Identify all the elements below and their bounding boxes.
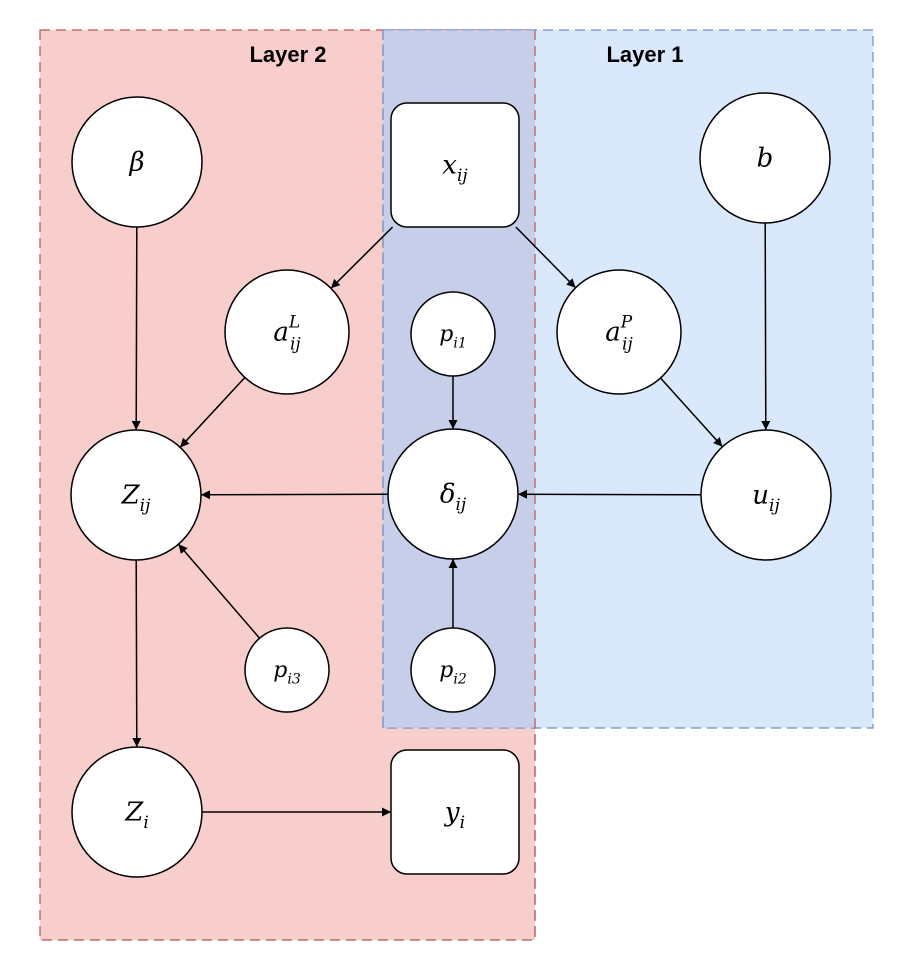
node-p_i2-label-base: p — [439, 658, 453, 683]
node-p_i1-label-base: p — [439, 322, 453, 347]
node-Z_i-shape — [71, 746, 203, 878]
node-p_i1: pi1 — [410, 291, 496, 377]
node-p_i3-label: pi3 — [273, 658, 301, 688]
node-delta-label-base: δ — [440, 479, 456, 509]
node-Z_ij-shape — [70, 429, 202, 561]
node-p_i2-label-sub: i2 — [453, 672, 466, 688]
edge-beta-to-Z_ij — [131, 226, 141, 431]
node-beta: β — [71, 96, 203, 228]
node-p_i3: pi3 — [244, 627, 330, 713]
node-a_P-label-sup: P — [620, 312, 633, 332]
node-beta-shape — [71, 96, 203, 228]
node-p_i1-shape — [410, 291, 496, 377]
node-p_i2: pi2 — [410, 627, 496, 713]
node-Z_i: Zi — [71, 746, 203, 878]
node-y_i: yi — [390, 749, 520, 875]
edge-x_ij-to-a_P — [515, 226, 577, 289]
node-y_i-label-sub: i — [460, 813, 465, 833]
node-Z_i-label-base: Z — [124, 797, 144, 827]
edge-x_ij-to-a_L — [330, 226, 394, 289]
node-delta-shape — [387, 428, 519, 560]
node-a_P-label-base: a — [605, 317, 621, 347]
node-x_ij-shape — [390, 102, 520, 228]
layer-1-title: Layer 1 — [606, 42, 683, 67]
edge-a_P-to-u_ij — [659, 377, 724, 448]
node-Z_i-label-sub: i — [143, 813, 148, 833]
node-delta-label-sub: ij — [455, 495, 466, 515]
node-b-label: b — [757, 143, 774, 173]
node-delta: δij — [387, 428, 519, 560]
edge-u_ij-to-delta — [517, 489, 702, 499]
node-a_P-shape — [556, 269, 682, 395]
node-x_ij-label: xij — [442, 150, 468, 186]
edge-p_i3-to-Z_ij — [177, 543, 261, 639]
node-x_ij: xij — [390, 102, 520, 228]
edges — [131, 222, 771, 817]
layer-2-title: Layer 2 — [249, 42, 326, 67]
node-Z_ij: Zij — [70, 429, 202, 561]
node-b-label-base: b — [757, 143, 774, 173]
node-p_i3-label-base: p — [273, 658, 287, 683]
node-a_L-label: aL ij — [273, 312, 301, 354]
node-a_L-label-sup: L — [288, 312, 300, 332]
node-p_i3-shape — [244, 627, 330, 713]
edge-a_L-to-Z_ij — [179, 376, 246, 448]
node-u_ij-label: uij — [752, 480, 780, 516]
node-b-shape — [699, 92, 831, 224]
node-a_P-label: aP ij — [605, 312, 633, 354]
node-y_i-label-base: y — [444, 797, 460, 827]
node-p_i3-label-sub: i3 — [287, 672, 300, 688]
node-Z_ij-label-sub: ij — [140, 496, 151, 516]
node-beta-label: β — [128, 147, 144, 177]
edge-Z_ij-to-Z_i — [132, 559, 142, 748]
node-u_ij-label-sub: ij — [769, 496, 780, 516]
node-u_ij: uij — [700, 429, 832, 561]
node-a_P: aP ij — [556, 269, 682, 395]
node-p_i2-label: pi2 — [439, 658, 467, 688]
node-a_L-label-sub: ij — [290, 334, 301, 354]
edge-b-to-u_ij — [761, 222, 771, 431]
node-a_L-label-base: a — [273, 317, 289, 347]
node-b: b — [699, 92, 831, 224]
edge-delta-to-Z_ij — [200, 490, 389, 500]
node-p_i1-label: pi1 — [439, 322, 466, 352]
node-delta-label: δij — [440, 479, 467, 515]
node-y_i-label: yi — [444, 797, 465, 833]
node-Z_i-label: Zi — [124, 797, 149, 833]
node-beta-label-base: β — [128, 147, 144, 177]
node-x_ij-label-sub: ij — [457, 166, 468, 186]
node-u_ij-label-base: u — [752, 480, 769, 510]
node-a_L-shape — [224, 269, 350, 395]
node-Z_ij-label-base: Z — [121, 480, 141, 510]
node-p_i2-shape — [410, 627, 496, 713]
node-y_i-shape — [390, 749, 520, 875]
node-Z_ij-label: Zij — [121, 480, 152, 516]
node-x_ij-label-base: x — [442, 150, 457, 180]
node-a_L: aL ij — [224, 269, 350, 395]
node-p_i1-label-sub: i1 — [453, 336, 466, 352]
node-a_P-label-sub: ij — [622, 334, 633, 354]
node-u_ij-shape — [700, 429, 832, 561]
